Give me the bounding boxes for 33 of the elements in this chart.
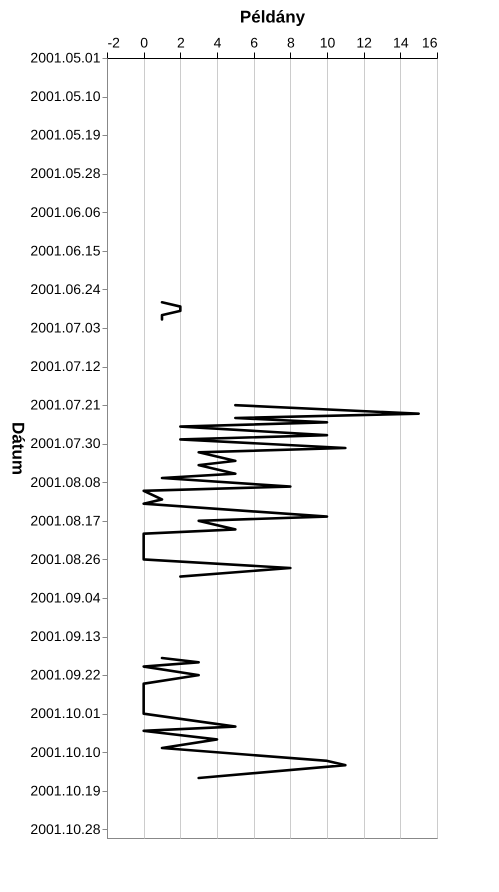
- y-tick-label: 2001.10.19: [30, 782, 101, 798]
- y-tick-label: 2001.05.28: [30, 165, 101, 182]
- y-tick-label: 2001.07.12: [30, 358, 101, 374]
- x-tick-label: 10: [320, 34, 336, 50]
- y-tick-label: 2001.07.03: [30, 320, 101, 336]
- y-tick-label: 2001.08.26: [30, 550, 101, 567]
- y-tick-label: 2001.10.01: [30, 705, 101, 722]
- y-tick-label: 2001.10.10: [30, 744, 101, 760]
- x-tick-label: -2: [108, 34, 120, 50]
- y-tick-label: 2001.07.21: [30, 396, 101, 413]
- x-tick-label: 2: [176, 34, 185, 50]
- x-axis-title: Példány: [240, 8, 306, 26]
- y-tick-label: 2001.05.19: [30, 126, 101, 143]
- x-tick-label: 12: [356, 34, 372, 50]
- y-tick-label: 2001.09.04: [30, 590, 101, 606]
- y-tick-label: 2001.05.10: [30, 88, 101, 104]
- y-tick-label: 2001.05.01: [30, 50, 101, 66]
- y-tick-label: 2001.06.15: [30, 242, 101, 258]
- y-tick-label: 2001.09.13: [30, 628, 101, 644]
- x-tick-label: 4: [214, 34, 222, 50]
- y-tick-label: 2001.10.28: [30, 820, 101, 837]
- y-tick-label: 2001.06.24: [30, 280, 101, 297]
- x-tick-label: 0: [140, 34, 148, 50]
- y-tick-label: 2001.09.22: [30, 666, 101, 683]
- x-tick-label: 16: [422, 34, 438, 50]
- y-tick-label: 2001.08.08: [30, 474, 101, 490]
- y-tick-label: 2001.07.30: [30, 435, 101, 452]
- x-tick-label: 6: [250, 34, 258, 50]
- y-tick-label: 2001.08.17: [30, 512, 101, 528]
- x-tick-label: 14: [393, 34, 409, 50]
- x-tick-label: 8: [286, 34, 295, 50]
- y-axis-title: Dátum: [8, 422, 28, 475]
- y-tick-label: 2001.06.06: [30, 204, 101, 220]
